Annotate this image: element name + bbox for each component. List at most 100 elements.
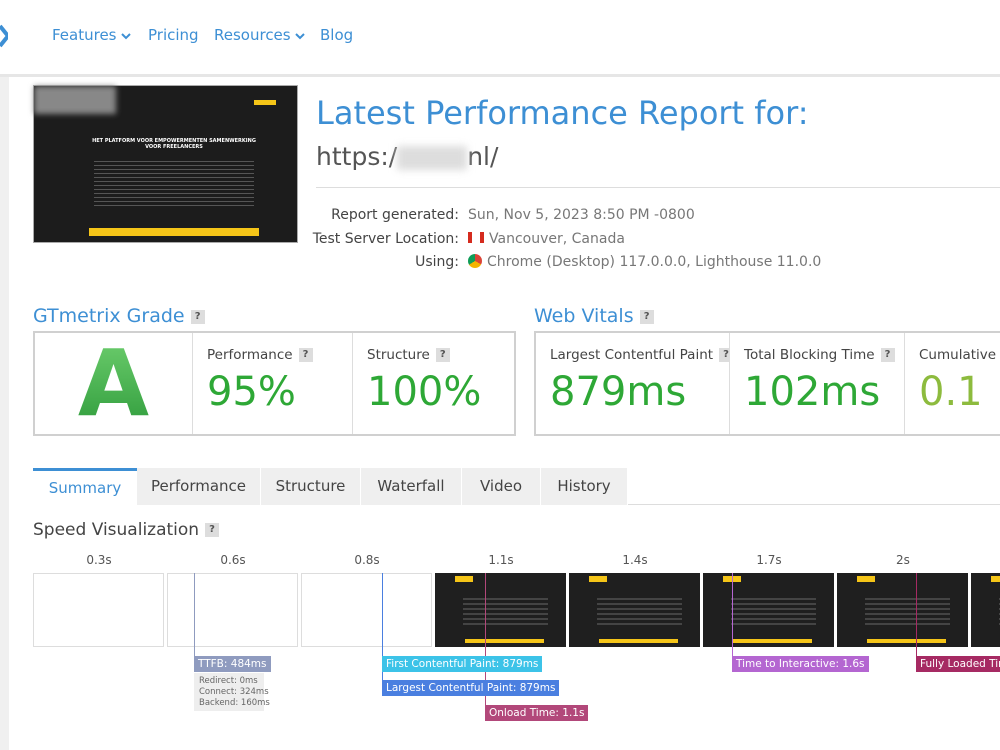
time-label: 1.4s [622,553,648,567]
tab-active[interactable]: Summary [33,468,138,505]
time-label: 1.1s [488,553,514,567]
ttfb-details: Redirect: 0ms Connect: 324ms Backend: 16… [194,673,270,711]
help-icon[interactable]: ? [298,348,313,362]
film-frame [703,573,834,647]
marker-line [382,573,383,681]
vitals-box: Largest Contentful Paint? 879ms Total Blo… [534,331,1000,436]
tab[interactable]: Video [462,468,541,505]
detail-text: Redirect: 0ms [199,676,258,686]
detail-label: Test Server Location: [312,231,459,247]
detail-row: Chrome (Desktop) 117.0.0.0, Lighthouse 1… [468,254,821,270]
marker-line [916,573,917,657]
divider [316,187,1000,188]
text-lines [94,161,254,209]
frame-detail [867,639,946,643]
metric-label: Total Blocking Time? [744,347,895,363]
url-end: nl/ [467,142,499,171]
help-icon[interactable]: ? [719,348,734,362]
metric-label: Performance? [207,347,313,363]
metric-label: Cumulative Layout Shift [919,347,1000,363]
marker-label: Time to Interactive: 1.6s [732,656,869,672]
film-frame [837,573,968,647]
detail-text: Connect: 324ms [199,687,269,697]
help-icon[interactable]: ? [435,348,450,362]
frame-detail [463,598,548,628]
frame-detail [991,576,1000,582]
grade-cell: A [35,333,193,434]
metric-cell: Cumulative Layout Shift 0.1 [905,333,1000,434]
section-title: GTmetrix Grade [33,305,185,327]
tab[interactable]: Waterfall [361,468,462,505]
vitals-heading: Web Vitals? [534,305,654,327]
chevron [121,33,131,40]
time-label: 0.6s [220,553,246,567]
frame-detail [599,639,678,643]
section-title: Web Vitals [534,305,634,327]
frame-detail [589,576,607,582]
marker-line [194,573,195,657]
nav-text[interactable]: Features [52,26,117,44]
marker-label: TTFB: 484ms [194,656,271,672]
marker-label: First Contentful Paint: 879ms [382,656,543,672]
nav-link[interactable]: Blog [320,26,354,44]
time-label: 0.8s [354,553,380,567]
detail-value: Vancouver, Canada [489,231,625,247]
button [254,100,276,105]
metric-cell: Largest Contentful Paint? 879ms [536,333,734,434]
report-title: Latest Performance Report for: [316,94,809,132]
marker-label: Fully Loaded Time [916,656,1000,672]
url-blur [397,146,468,170]
detail-row: Vancouver, Canada [468,231,625,247]
marker-line [732,573,733,657]
detail-label: Using: [415,254,459,270]
marker-line [485,573,486,705]
frame-detail [857,576,875,582]
nav-link[interactable]: Pricing [148,26,199,44]
detail-label: Report generated: [331,207,459,223]
film-frame [167,573,298,647]
metric-label-text: Total Blocking Time [744,347,875,363]
detail-value: Chrome (Desktop) 117.0.0.0, Lighthouse 1… [487,254,822,270]
film-frame [971,573,1000,647]
flag-icon [468,232,484,243]
chevron [295,33,306,40]
metric-cell: Structure? 100% [353,333,514,434]
frame-detail [733,639,812,643]
metric-value: 879ms [550,369,687,415]
cta-bar [89,228,259,236]
help-icon[interactable]: ? [205,523,220,537]
frame-detail [465,639,544,643]
film-frame [301,573,432,647]
detail-value: Sun, Nov 5, 2023 8:50 PM -0800 [468,207,695,223]
metric-label: Structure? [367,347,450,363]
tab[interactable]: History [541,468,628,505]
film-frame [33,573,164,647]
nav-link[interactable]: Features [52,26,131,44]
report-url: https:/ nl/ [316,142,498,171]
tab[interactable]: Performance [137,468,261,505]
frame-detail [731,598,816,628]
marker-label: Largest Contentful Paint: 879ms [382,680,560,696]
side-strip [0,77,9,750]
nav-text[interactable]: Resources [214,26,291,44]
film-frame [435,573,566,647]
tab[interactable]: Structure [261,468,361,505]
help-icon[interactable]: ? [880,348,895,362]
help-icon[interactable]: ? [639,309,654,324]
metric-label: Largest Contentful Paint? [550,347,734,363]
nav-link[interactable]: Resources [214,26,306,44]
metric-cell: Total Blocking Time? 102ms [730,333,905,434]
grade-heading: GTmetrix Grade? [33,305,205,327]
time-label: 2s [896,553,910,567]
metric-label-text: Structure [367,347,430,363]
grade-box: A Performance? 95% Structure? 100% [33,331,516,436]
speed-heading: Speed Visualization? [33,520,220,540]
frame-detail [455,576,473,582]
page-screenshot: HET PLATFORM VOOR EMPOWERMENTEN SAMENWER… [33,85,298,243]
time-label: 1.7s [756,553,782,567]
detail-text: Backend: 160ms [199,698,270,708]
help-icon[interactable]: ? [190,309,205,324]
